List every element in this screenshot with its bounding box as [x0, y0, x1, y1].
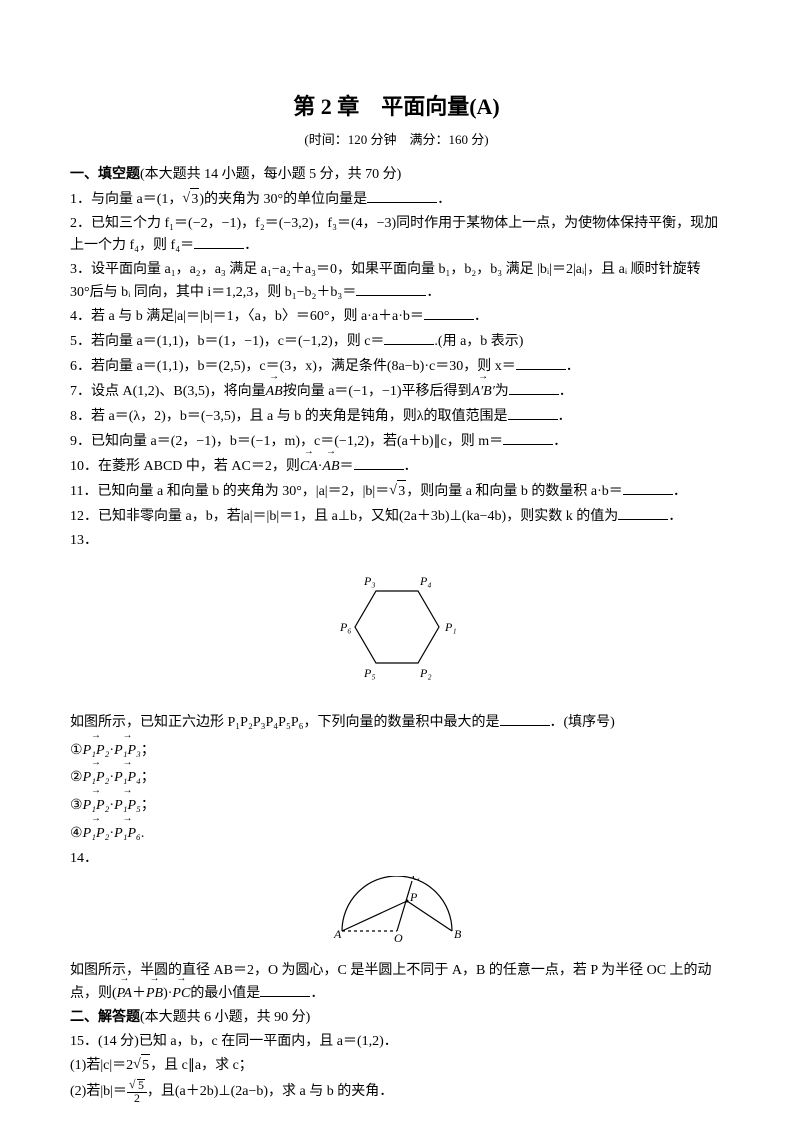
svg-text:P₃: P₃: [363, 574, 376, 588]
blank: [516, 355, 566, 370]
question-4: 4．若 a 与 b 满足|a|＝|b|＝1，〈a，b〉＝60°，则 a·a＋a·…: [70, 305, 723, 328]
vector-icon: AB: [266, 379, 283, 403]
section2-heading: 二、解答题(本大题共 6 小题，共 90 分): [70, 1007, 723, 1029]
option-3: ③P₁P₂·P₁P₅；: [70, 793, 723, 817]
blank: [508, 405, 558, 420]
question-15: 15．(14 分)已知 a，b，c 在同一平面内，且 a＝(1,2)．: [70, 1031, 723, 1053]
semicircle-svg: A B O C P: [312, 876, 482, 946]
question-3: 3．设平面向量 a₁，a₂，a₃ 满足 a₁−a₂＋a₃＝0，如果平面向量 b₁…: [70, 259, 723, 303]
sqrt-icon: 3: [182, 188, 199, 211]
question-14-label: 14．: [70, 848, 723, 870]
svg-text:P₆: P₆: [339, 620, 352, 634]
semicircle-figure: A B O C P: [70, 876, 723, 954]
blank: [623, 480, 673, 495]
blank: [503, 430, 553, 445]
vector-icon: P₁P₆: [114, 821, 141, 845]
blank: [424, 305, 474, 320]
option-2: ②P₁P₂·P₁P₄；: [70, 765, 723, 789]
blank: [509, 380, 559, 395]
section1-heading: 一、填空题(本大题共 14 小题，每小题 5 分，共 70 分): [70, 164, 723, 186]
question-14-text: 如图所示，半圆的直径 AB＝2，O 为圆心，C 是半圆上不同于 A，B 的任意一…: [70, 960, 723, 1005]
question-15-2: (2)若|b|＝52，且(a＋2b)⊥(2a−b)，求 a 与 b 的夹角．: [70, 1079, 723, 1105]
blank: [384, 330, 434, 345]
svg-text:P₅: P₅: [363, 666, 376, 680]
vector-icon: PB: [146, 981, 163, 1005]
svg-text:P₂: P₂: [419, 666, 432, 680]
section1-heading-prefix: 一、填空题: [70, 167, 140, 182]
fraction: 52: [127, 1079, 147, 1105]
option-4: ④P₁P₂·P₁P₆.: [70, 821, 723, 845]
svg-text:A: A: [333, 927, 342, 941]
option-1: ①P₁P₂·P₁P₃；: [70, 738, 723, 762]
vector-icon: PC: [172, 981, 190, 1005]
question-5: 5．若向量 a＝(1,1)，b＝(1，−1)，c＝(−1,2)，则 c＝.(用 …: [70, 330, 723, 353]
svg-text:P: P: [409, 890, 418, 904]
question-12: 12．已知非零向量 a，b，若|a|＝|b|＝1，且 a⊥b，又知(2a＋3b)…: [70, 505, 723, 528]
blank: [194, 234, 244, 249]
page-root: 第 2 章 平面向量(A) (时间：120 分钟 满分：160 分) 一、填空题…: [0, 0, 793, 1147]
sqrt-icon: 5: [129, 1079, 145, 1092]
chapter-subtitle: (时间：120 分钟 满分：160 分): [70, 130, 723, 150]
vector-icon: PA: [117, 981, 132, 1005]
svg-text:B: B: [454, 927, 462, 941]
hexagon-figure: P₁ P₂ P₅ P₆ P₃ P₄: [70, 557, 723, 705]
blank: [260, 982, 310, 997]
question-8: 8．若 a＝(λ，2)，b＝(−3,5)，且 a 与 b 的夹角是钝角，则λ的取…: [70, 405, 723, 428]
blank: [500, 711, 550, 726]
question-13-text: 如图所示，已知正六边形 P₁P₂P₃P₄P₅P₆，下列向量的数量积中最大的是．(…: [70, 711, 723, 734]
blank: [367, 188, 437, 203]
svg-text:P₄: P₄: [419, 574, 432, 588]
sqrt-icon: 5: [133, 1054, 150, 1077]
hexagon-svg: P₁ P₂ P₅ P₆ P₃ P₄: [312, 557, 482, 697]
question-2: 2．已知三个力 f₁＝(−2，−1)，f₂＝(−3,2)，f₃＝(4，−3)同时…: [70, 213, 723, 257]
svg-text:O: O: [394, 931, 403, 945]
svg-text:C: C: [412, 876, 421, 883]
vector-icon: CA: [300, 454, 318, 478]
blank: [618, 505, 668, 520]
question-7: 7．设点 A(1,2)、B(3,5)，将向量AB按向量 a＝(−1，−1)平移后…: [70, 379, 723, 403]
blank: [354, 455, 404, 470]
svg-text:P₁: P₁: [444, 620, 457, 634]
question-10: 10．在菱形 ABCD 中，若 AC＝2，则CA·AB＝．: [70, 454, 723, 478]
vector-icon: AB: [322, 454, 339, 478]
question-13-label: 13．: [70, 530, 723, 552]
vector-icon: P₁P₂: [83, 821, 110, 845]
sqrt-icon: 3: [389, 480, 406, 503]
section2-heading-prefix: 二、解答题: [70, 1010, 140, 1025]
vector-icon: A′B′: [472, 379, 495, 403]
question-6: 6．若向量 a＝(1,1)，b＝(2,5)，c＝(3，x)，满足条件(8a−b)…: [70, 355, 723, 378]
blank: [356, 281, 426, 296]
question-9: 9．已知向量 a＝(2，−1)，b＝(−1，m)，c＝(−1,2)，若(a＋b)…: [70, 430, 723, 453]
section2-heading-rest: (本大题共 6 小题，共 90 分): [140, 1010, 310, 1025]
question-11: 11．已知向量 a 和向量 b 的夹角为 30°，|a|＝2，|b|＝3，则向量…: [70, 480, 723, 503]
section1-heading-rest: (本大题共 14 小题，每小题 5 分，共 70 分): [140, 167, 401, 182]
question-15-1: (1)若|c|＝25，且 c∥a，求 c；: [70, 1054, 723, 1077]
question-1: 1．与向量 a＝(1，3)的夹角为 30°的单位向量是．: [70, 188, 723, 211]
chapter-title: 第 2 章 平面向量(A): [70, 90, 723, 124]
